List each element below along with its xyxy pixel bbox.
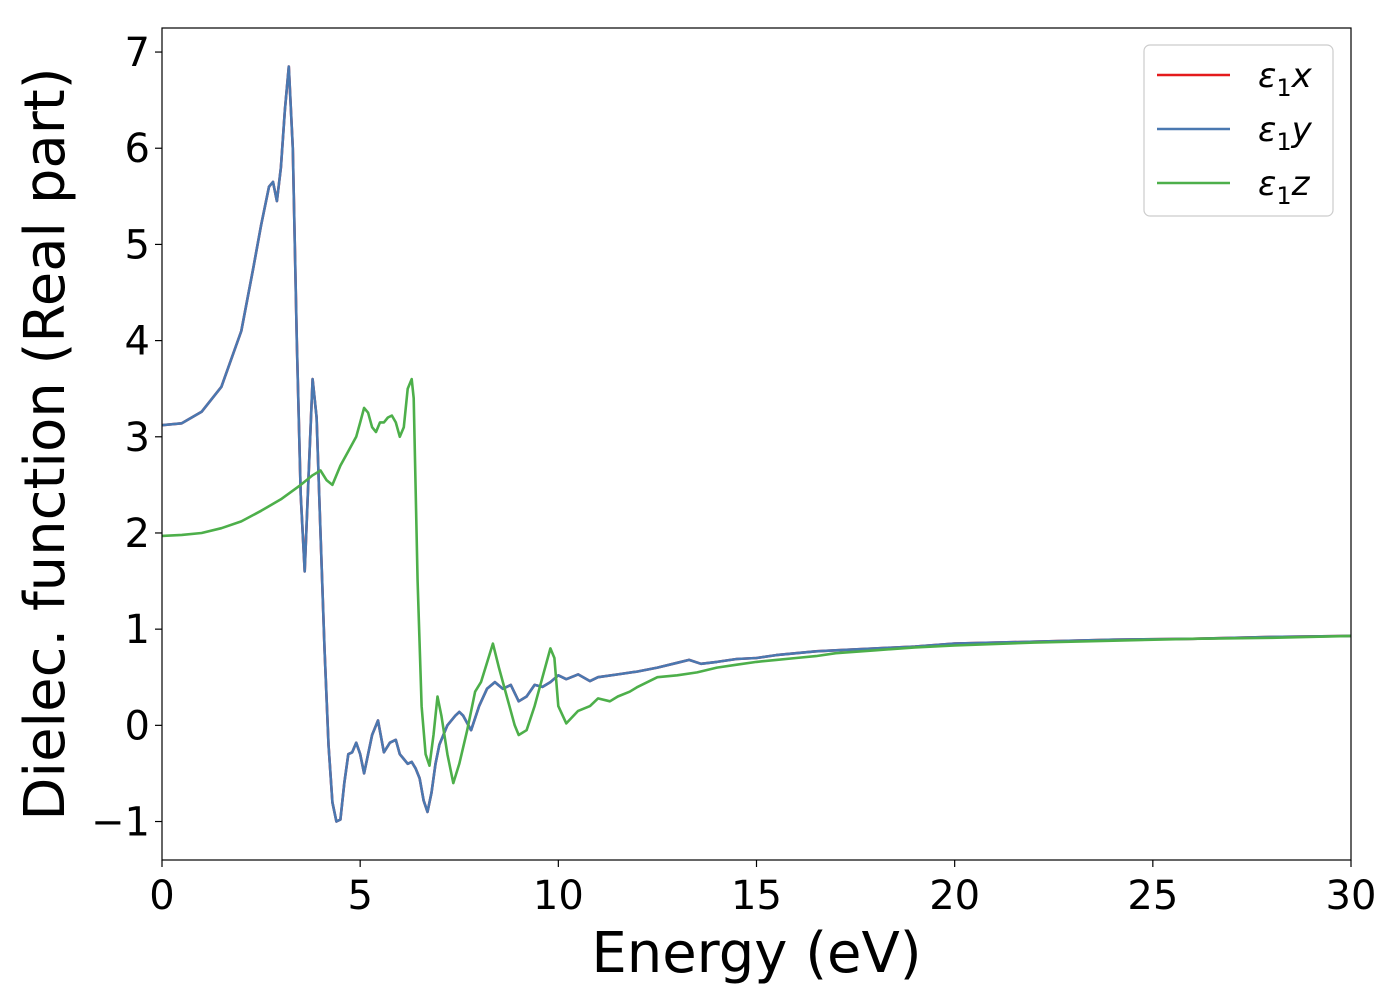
y-tick-label: 0 [125,703,150,749]
y-axis-title: Dielec. function (Real part) [13,67,78,820]
y-tick-label: 7 [125,30,150,76]
x-tick-label: 0 [149,873,174,919]
legend-box [1143,44,1334,217]
series-line-y [162,65,1351,823]
legend: ε1x ε1y ε1z [1143,44,1334,217]
y-tick-label: 4 [125,319,150,365]
legend-label: ε1x [1258,56,1313,102]
x-tick-label: 15 [731,873,782,919]
x-tick-label: 10 [533,873,584,919]
y-tick-label: 6 [125,126,150,172]
y-tick-label: 1 [125,607,150,653]
y-axis: −1 0 1 2 3 4 5 6 7 [91,30,162,846]
x-axis: 0 5 10 15 20 25 30 [149,860,1376,919]
y-tick-label: 3 [125,415,150,461]
x-axis-title: Energy (eV) [591,921,921,986]
y-tick-label: −1 [91,800,150,846]
y-tick-label: 2 [125,511,150,557]
x-tick-label: 5 [347,873,372,919]
series-layer [162,65,1351,823]
x-tick-label: 30 [1326,873,1377,919]
y-tick-label: 5 [125,222,150,268]
legend-label: ε1z [1258,164,1311,210]
legend-label: ε1y [1258,110,1313,156]
x-tick-label: 20 [929,873,980,919]
series-line-z [162,377,1351,785]
x-tick-label: 25 [1127,873,1178,919]
